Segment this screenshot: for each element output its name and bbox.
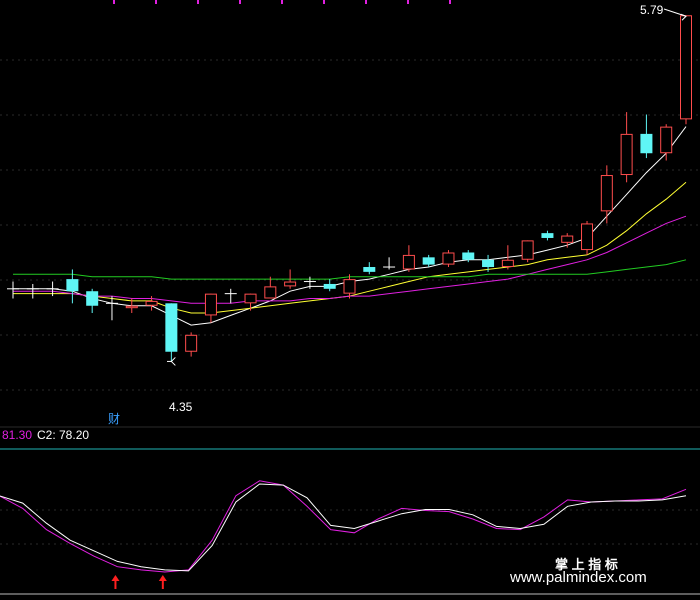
indicator-c2-value: C2: 78.20 xyxy=(37,428,89,442)
top-tick-4 xyxy=(281,0,283,4)
top-tick-1 xyxy=(155,0,157,4)
candle-23 xyxy=(462,250,475,263)
candle-body-34 xyxy=(680,15,692,120)
top-tick-7 xyxy=(407,0,409,4)
low-price-arrow xyxy=(167,357,176,366)
candle-2 xyxy=(46,281,59,297)
top-tick-3 xyxy=(239,0,241,4)
candle-25 xyxy=(501,245,514,270)
candle-27 xyxy=(541,230,554,241)
indicator-c1-value: 81.30 xyxy=(2,428,32,442)
oscillator-lines xyxy=(0,480,687,573)
indicator-panel-grid xyxy=(0,509,700,545)
watermark-title: 掌 上 指 标 xyxy=(555,557,618,572)
candle-body-30 xyxy=(600,175,613,212)
candle-14 xyxy=(284,269,297,289)
candle-body-3 xyxy=(66,279,79,292)
candle-body-13 xyxy=(264,286,277,299)
candle-body-16 xyxy=(323,283,336,289)
candle-body-27 xyxy=(541,233,554,238)
top-tick-5 xyxy=(323,0,325,4)
top-tick-2 xyxy=(197,0,199,4)
top-tick-marks xyxy=(113,0,451,4)
financial-report-marker: 财 xyxy=(108,412,120,426)
candle-body-22 xyxy=(442,252,455,265)
candle-17 xyxy=(343,274,356,299)
candle-18 xyxy=(363,262,376,275)
candle-33 xyxy=(660,124,673,161)
high-price-label: 5.79 xyxy=(640,3,664,17)
candle-body-12 xyxy=(244,293,257,304)
candle-9 xyxy=(185,332,198,357)
candle-22 xyxy=(442,250,455,268)
signal-arrow-0 xyxy=(111,575,120,589)
osc-line-1 xyxy=(0,483,687,572)
candle-5 xyxy=(105,296,118,321)
candle-body-26 xyxy=(521,240,534,260)
candle-1 xyxy=(26,283,39,299)
top-tick-6 xyxy=(365,0,367,4)
candle-body-14 xyxy=(284,281,297,287)
candle-26 xyxy=(521,240,534,263)
candle-21 xyxy=(422,254,435,268)
candle-4 xyxy=(86,288,99,314)
low-arrow-head xyxy=(170,357,176,366)
candle-8 xyxy=(165,303,178,362)
candle-body-31 xyxy=(620,133,633,176)
candle-body-17 xyxy=(343,279,356,294)
candle-3 xyxy=(66,269,79,304)
signal-arrow-head-1 xyxy=(158,575,167,581)
high-arrow-head xyxy=(680,13,687,21)
candle-body-32 xyxy=(640,133,653,154)
candle-12 xyxy=(244,293,257,311)
candle-body-25 xyxy=(501,259,514,268)
osc-line-0 xyxy=(0,480,687,573)
candle-16 xyxy=(323,279,336,292)
candle-body-29 xyxy=(581,223,594,251)
candle-15 xyxy=(303,276,316,289)
candle-body-8 xyxy=(165,303,178,352)
candle-6 xyxy=(125,298,138,314)
signal-arrow-head-0 xyxy=(111,575,120,581)
low-price-label: 4.35 xyxy=(169,400,193,414)
candle-body-18 xyxy=(363,267,376,272)
candle-34 xyxy=(680,15,692,125)
candle-body-7 xyxy=(145,300,158,306)
candle-30 xyxy=(600,165,613,224)
signal-arrow-1 xyxy=(158,575,167,589)
high-price-arrow xyxy=(663,8,687,21)
candle-32 xyxy=(640,114,653,159)
candle-24 xyxy=(482,254,495,272)
candle-body-33 xyxy=(660,126,673,154)
candle-7 xyxy=(145,296,158,311)
candle-body-21 xyxy=(422,257,435,265)
candle-20 xyxy=(402,245,415,272)
watermark-url: www.palmindex.com xyxy=(509,569,647,586)
candle-13 xyxy=(264,276,277,299)
candle-body-10 xyxy=(204,293,217,316)
candle-28 xyxy=(561,233,574,248)
candle-29 xyxy=(581,221,594,255)
candle-body-6 xyxy=(125,305,138,309)
top-tick-8 xyxy=(449,0,451,4)
top-tick-0 xyxy=(113,0,115,4)
candle-body-28 xyxy=(561,235,574,243)
signal-arrows xyxy=(111,575,167,589)
candle-body-24 xyxy=(482,259,495,268)
candle-19 xyxy=(383,257,396,270)
candle-body-20 xyxy=(402,254,415,270)
candle-body-4 xyxy=(86,291,99,306)
candle-31 xyxy=(620,112,633,183)
candle-body-23 xyxy=(462,252,475,260)
candle-10 xyxy=(204,293,217,323)
candle-11 xyxy=(224,288,237,304)
candle-body-9 xyxy=(185,334,198,352)
candle-0 xyxy=(7,281,19,299)
